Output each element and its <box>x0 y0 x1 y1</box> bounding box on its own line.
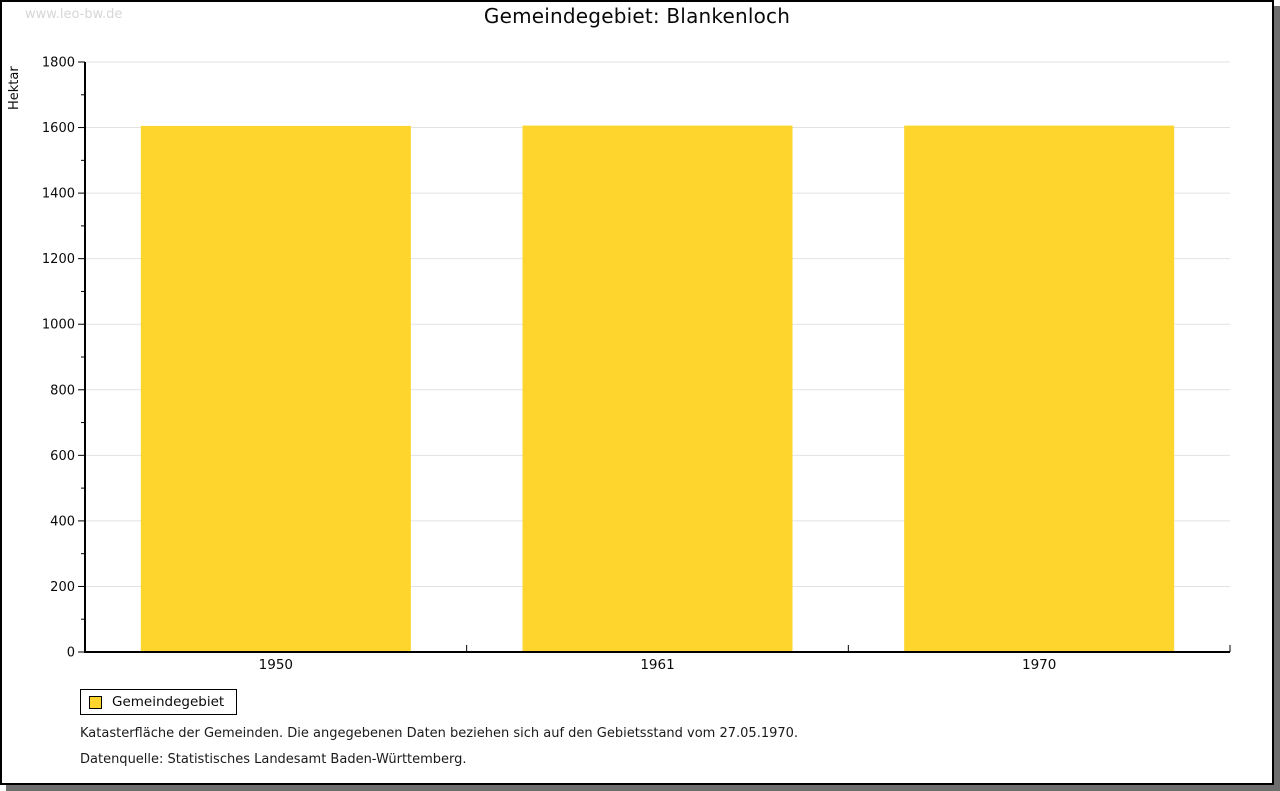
x-tick-label: 1961 <box>640 657 674 673</box>
y-axis-title: Hektar <box>7 66 22 110</box>
y-tick-label: 1400 <box>42 187 75 202</box>
bar-1970 <box>904 125 1175 653</box>
legend-label: Gemeindegebiet <box>112 694 225 710</box>
y-tick-label: 600 <box>50 449 75 464</box>
watermark: www.leo-bw.de <box>25 7 123 22</box>
legend: Gemeindegebiet <box>80 689 238 715</box>
y-tick-label: 200 <box>50 580 75 595</box>
bar-1950 <box>140 125 411 652</box>
footnote-data-source: Datenquelle: Statistisches Landesamt Bad… <box>80 752 467 767</box>
y-tick-label: 1200 <box>42 252 75 267</box>
footnote-source-note: Katasterfläche der Gemeinden. Die angege… <box>80 726 799 741</box>
y-tick-label: 1000 <box>42 318 75 333</box>
chart-title: Gemeindegebiet: Blankenloch <box>483 4 791 28</box>
y-tick-label: 0 <box>67 646 75 661</box>
x-tick-label: 1970 <box>1022 657 1056 673</box>
bar-1961 <box>522 125 793 653</box>
y-tick-label: 800 <box>50 383 75 398</box>
chart-plot-area: 0 200 400 600 800 1000 1200 1400 1600 1800 1950 196… <box>7 56 1231 673</box>
legend-swatch <box>89 695 102 709</box>
x-tick-label: 1950 <box>259 657 293 673</box>
y-tick-label: 400 <box>50 514 75 529</box>
y-tick-label: 1800 <box>42 56 75 71</box>
y-tick-label: 1600 <box>42 121 75 136</box>
